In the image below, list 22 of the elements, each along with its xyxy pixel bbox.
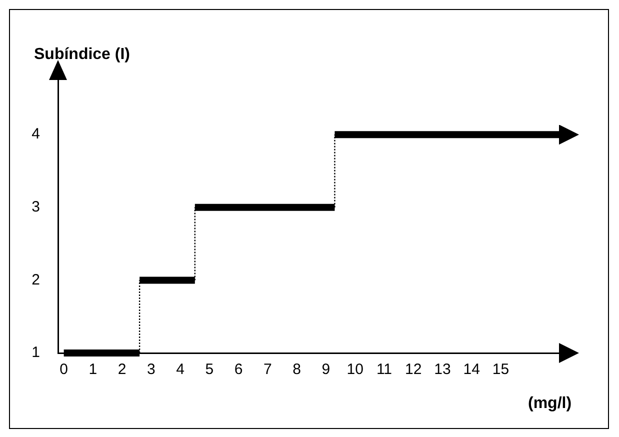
x-tick-label: 10: [346, 361, 364, 378]
x-tick-label: 0: [60, 361, 68, 378]
x-tick-label: 8: [292, 361, 302, 378]
x-tick-label: 4: [176, 361, 185, 378]
x-tick-label: 7: [264, 361, 272, 378]
y-tick-label: 4: [32, 126, 40, 143]
x-tick-label: 13: [434, 361, 451, 378]
y-axis-title: Subíndice (I): [34, 46, 130, 64]
y-tick-label: 2: [32, 271, 40, 288]
x-tick-label: 15: [492, 361, 510, 378]
y-tick-label: 1: [32, 344, 40, 362]
x-tick-label: 5: [205, 361, 214, 378]
x-tick-label: 14: [463, 361, 480, 378]
y-tick-label: 3: [32, 198, 40, 216]
x-tick-label: 1: [88, 361, 98, 378]
x-tick-label: 2: [118, 361, 126, 378]
x-axis-title: (mg/l): [528, 395, 572, 413]
x-tick-label: 11: [376, 361, 392, 378]
x-tick-label: 6: [234, 361, 243, 378]
x-tick-label: 3: [147, 361, 156, 378]
x-tick-label: 12: [405, 361, 422, 378]
x-tick-label: 9: [322, 361, 330, 378]
